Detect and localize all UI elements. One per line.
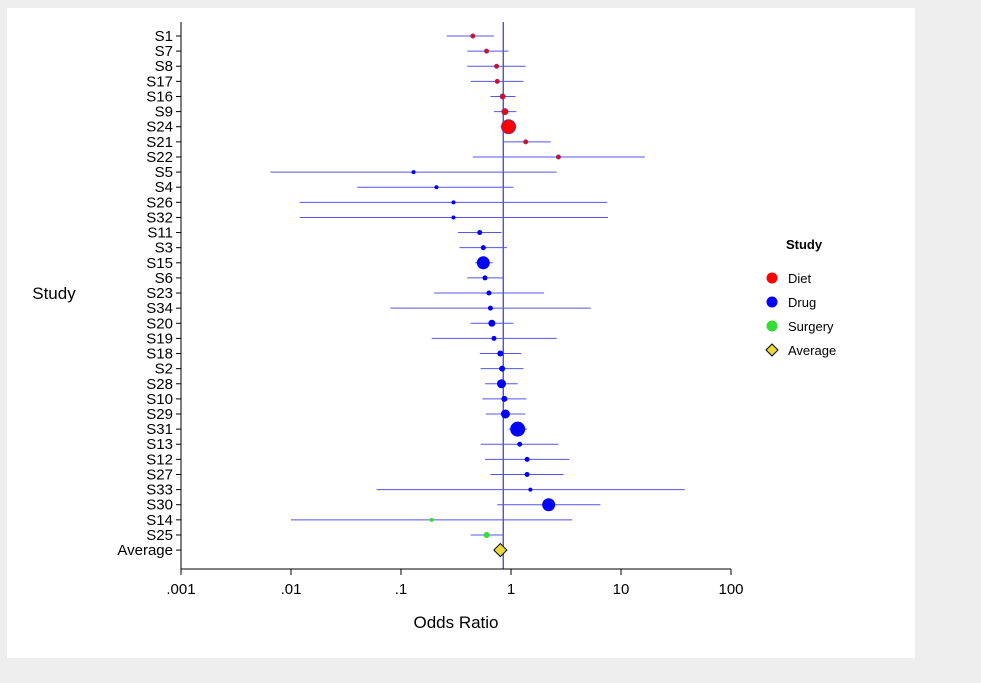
study-point	[528, 487, 533, 492]
study-label: S11	[147, 225, 173, 242]
study-label: S16	[146, 88, 173, 105]
legend-label: Diet	[788, 271, 812, 286]
study-label-layer: S1S7S8S17S16S9S24S21S22S5S4S26S32S11S3S1…	[117, 28, 173, 559]
study-label: S21	[146, 134, 173, 151]
study-point	[480, 245, 486, 251]
study-label: Average	[117, 542, 173, 559]
study-point	[491, 335, 497, 341]
study-point	[477, 230, 483, 236]
study-label: S2	[155, 361, 173, 378]
legend-label: Average	[788, 343, 836, 358]
legend-marker	[766, 272, 778, 284]
legend: Study Diet Drug Surgery Average	[765, 237, 836, 358]
legend-entries: Diet Drug Surgery Average	[765, 271, 836, 358]
study-point	[483, 531, 490, 538]
study-point	[497, 350, 504, 357]
study-label: S5	[155, 164, 173, 181]
x-tick-label: .001	[166, 581, 195, 598]
study-label: S13	[146, 436, 173, 453]
study-label: S30	[146, 497, 173, 514]
study-label: S1	[155, 28, 173, 45]
x-tick-label: 100	[718, 581, 743, 598]
study-point	[517, 441, 523, 447]
study-point	[524, 456, 530, 462]
study-point	[524, 471, 530, 477]
study-label: S17	[146, 73, 173, 90]
study-point	[429, 517, 434, 522]
study-label: S22	[146, 149, 173, 166]
study-label: S19	[146, 330, 173, 347]
y-axis-title: Study	[32, 284, 76, 303]
study-point	[497, 379, 507, 389]
point-estimate-layer	[411, 33, 561, 558]
study-label: S9	[155, 104, 173, 121]
x-tick-label: .01	[281, 581, 302, 598]
study-label: S27	[146, 466, 173, 483]
confidence-interval-layer	[270, 35, 685, 536]
study-label: S8	[155, 58, 173, 75]
study-label: S20	[146, 315, 173, 332]
study-point	[451, 200, 456, 205]
study-point	[488, 319, 496, 327]
study-label: S18	[146, 346, 173, 363]
study-label: S34	[146, 300, 173, 317]
legend-label: Surgery	[788, 319, 834, 334]
x-tick-label: 10	[613, 581, 630, 598]
study-label: S33	[146, 482, 173, 499]
x-axis-title: Odds Ratio	[413, 613, 498, 632]
study-label: S23	[146, 285, 173, 302]
axis-layer	[176, 22, 731, 570]
study-point	[484, 48, 490, 54]
study-point	[451, 215, 456, 220]
legend-marker-average	[765, 343, 779, 357]
study-point	[411, 170, 416, 175]
study-point	[501, 119, 517, 135]
study-label: S32	[146, 209, 173, 226]
x-tick-layer: .001 .01 .1 1 10 100	[166, 569, 744, 598]
study-label: S29	[146, 406, 173, 423]
study-label: S10	[146, 391, 173, 408]
study-point	[523, 139, 529, 145]
study-point	[487, 305, 493, 311]
x-tick-label: .1	[395, 581, 408, 598]
study-point	[555, 154, 561, 160]
study-point	[501, 395, 508, 402]
study-label: S24	[146, 119, 173, 136]
study-point	[499, 365, 506, 372]
legend-marker	[766, 320, 778, 332]
study-label: S25	[146, 527, 173, 544]
study-point	[542, 498, 556, 512]
study-point	[486, 290, 492, 296]
legend-marker	[766, 296, 778, 308]
study-point	[476, 256, 490, 270]
study-label: S7	[155, 43, 173, 60]
study-point	[500, 409, 510, 419]
study-point	[482, 275, 488, 281]
study-point	[494, 78, 500, 84]
legend-title: Study	[786, 237, 823, 252]
study-point	[470, 33, 476, 39]
study-point	[434, 185, 439, 190]
legend-label: Drug	[788, 295, 816, 310]
x-tick-label: 1	[507, 581, 515, 598]
study-label: S4	[155, 179, 173, 196]
study-label: S28	[146, 376, 173, 393]
study-label: S6	[155, 270, 173, 287]
study-point	[499, 93, 506, 100]
chart-panel: S1 S7 S8 S17 S16 S9 S24 S21 S22 S5 S4 S26 S32 S11 S3 S1…	[7, 8, 915, 658]
study-label: S14	[146, 512, 173, 529]
study-label: S26	[146, 194, 173, 211]
forest-plot-chart: S1S7S8S17S16S9S24S21S22S5S4S26S32S11S3S1…	[32, 22, 836, 632]
study-label: S31	[146, 421, 173, 438]
study-point	[510, 421, 526, 437]
average-diamond	[493, 542, 508, 558]
study-point	[501, 108, 509, 116]
study-point	[494, 63, 500, 69]
study-label: S3	[155, 240, 173, 257]
study-label: S15	[146, 255, 173, 272]
study-label: S12	[146, 451, 173, 468]
